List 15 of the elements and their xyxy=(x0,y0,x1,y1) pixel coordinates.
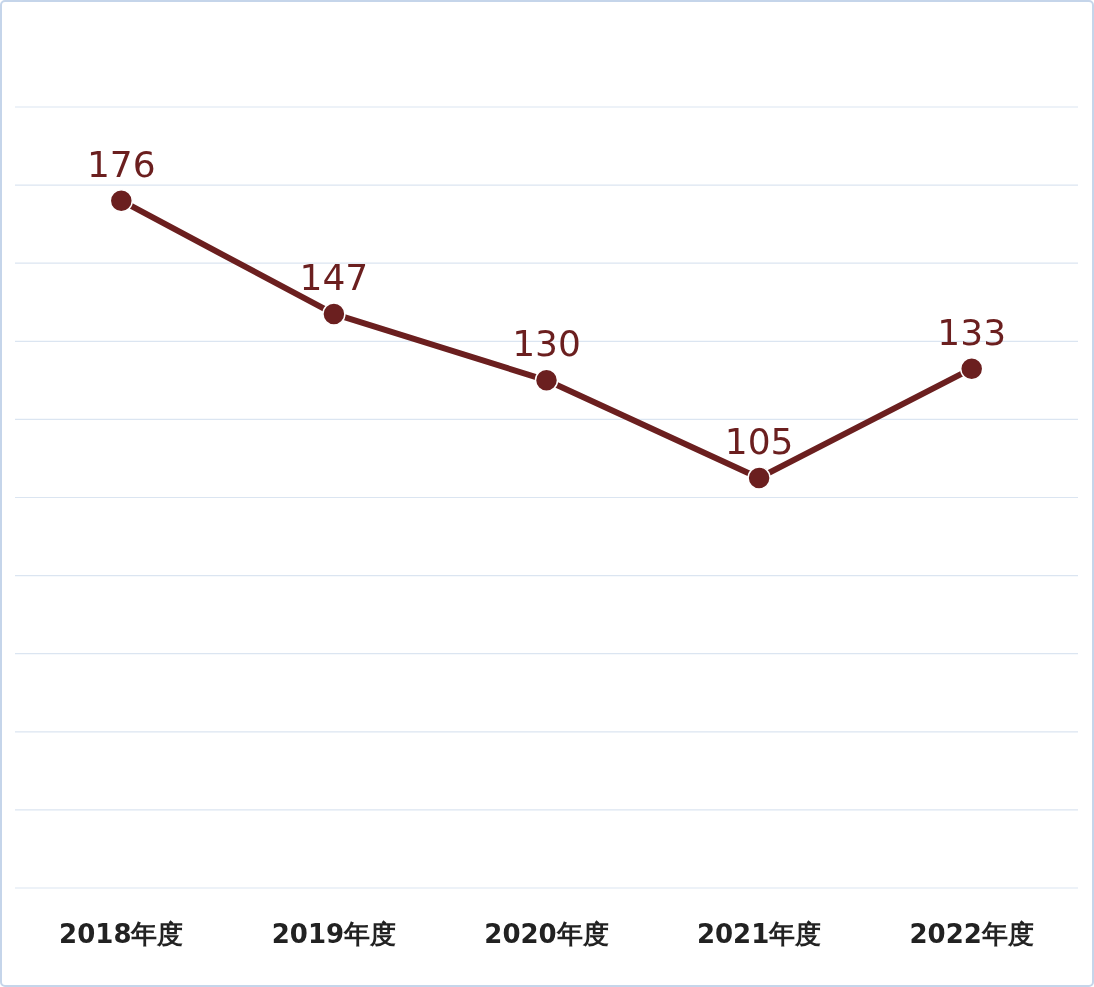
point xyxy=(109,188,134,213)
data-label: 133 xyxy=(937,311,1007,353)
x-tick-label: 2018年度 xyxy=(59,919,184,949)
data-label: 176 xyxy=(86,143,156,185)
data-label: 130 xyxy=(512,323,581,365)
data-label: 105 xyxy=(724,420,794,462)
x-tick-label: 2022年度 xyxy=(909,919,1034,949)
x-tick-label: 2020年度 xyxy=(484,919,609,949)
point xyxy=(534,368,559,393)
x-tick-label: 2019年度 xyxy=(271,919,397,949)
point xyxy=(322,302,346,326)
point xyxy=(959,356,984,381)
data-label: 147 xyxy=(299,256,369,298)
point xyxy=(747,466,771,490)
x-tick-label: 2021年度 xyxy=(696,919,822,949)
